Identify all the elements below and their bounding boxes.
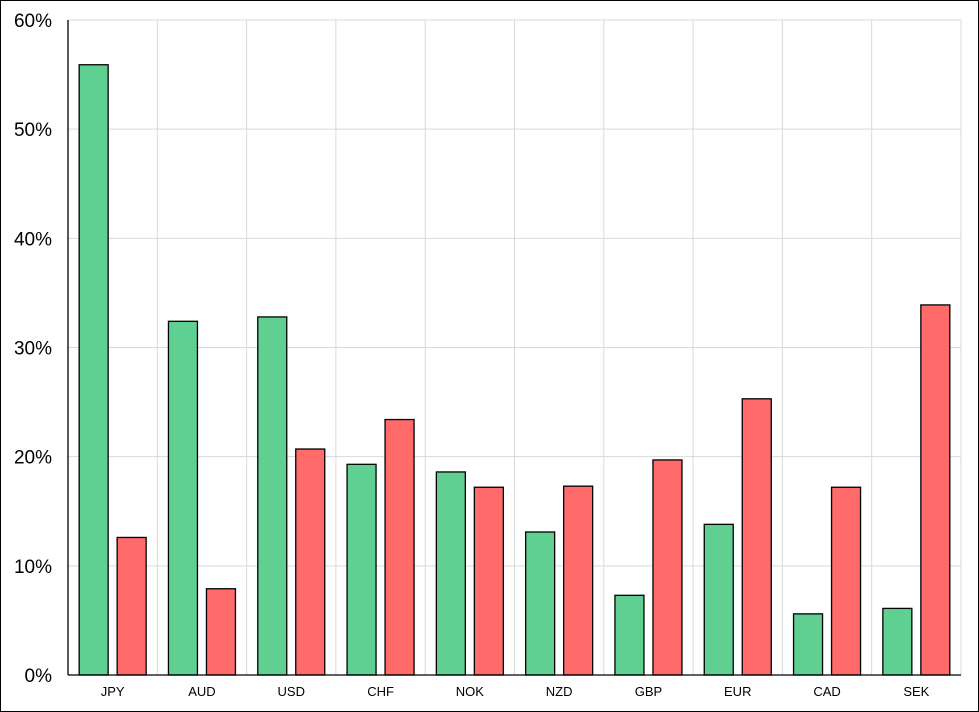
bar-gbp-series-2 <box>652 459 683 676</box>
bar-nok-series-1 <box>435 471 467 676</box>
y-tick-label: 10% <box>14 557 52 578</box>
x-tick-label: CAD <box>813 684 840 699</box>
gridlines <box>67 19 962 675</box>
y-tick-label: 30% <box>14 339 52 360</box>
bar-sek-series-2 <box>920 304 951 676</box>
bar-chf-series-2 <box>384 418 415 676</box>
bar-jpy-series-2 <box>116 536 147 676</box>
bar-gbp-series-1 <box>614 594 645 676</box>
y-tick-labels: 0% 10% 20% 30% 40% 50% 60% <box>14 11 52 687</box>
y-tick-label: 20% <box>14 448 52 469</box>
x-tick-label: JPY <box>101 684 125 699</box>
y-tick-label: 40% <box>14 229 52 250</box>
bar-usd-series-1 <box>257 316 288 676</box>
y-tick-label: 60% <box>14 11 52 32</box>
x-tick-label: CHF <box>367 684 394 699</box>
y-tick-label: 50% <box>14 120 52 141</box>
x-tick-label: EUR <box>724 684 751 699</box>
bar-eur-series-1 <box>703 523 734 676</box>
x-tick-label: GBP <box>635 684 662 699</box>
bars <box>78 64 951 676</box>
bar-sek-series-1 <box>882 607 913 676</box>
bar-jpy-series-1 <box>78 64 109 676</box>
bar-chf-series-1 <box>346 463 377 676</box>
x-tick-labels: JPY AUD USD CHF NOK NZD GBP EUR CAD SEK <box>101 684 930 699</box>
x-tick-label: NOK <box>456 684 485 699</box>
bar-aud-series-1 <box>167 320 199 676</box>
bar-cad-series-2 <box>830 486 862 676</box>
x-tick-label: SEK <box>903 684 929 699</box>
bar-nzd-series-2 <box>563 485 594 676</box>
bar-nzd-series-1 <box>525 531 556 676</box>
x-tick-label: AUD <box>188 684 215 699</box>
bar-nok-series-2 <box>473 486 505 676</box>
x-tick-label: NZD <box>546 684 573 699</box>
bar-cad-series-1 <box>792 613 824 676</box>
axes <box>67 20 961 676</box>
x-tick-label: USD <box>278 684 305 699</box>
y-tick-label: 0% <box>25 666 53 687</box>
bar-aud-series-2 <box>205 588 237 676</box>
bar-eur-series-2 <box>741 398 772 676</box>
bar-usd-series-2 <box>295 448 326 676</box>
